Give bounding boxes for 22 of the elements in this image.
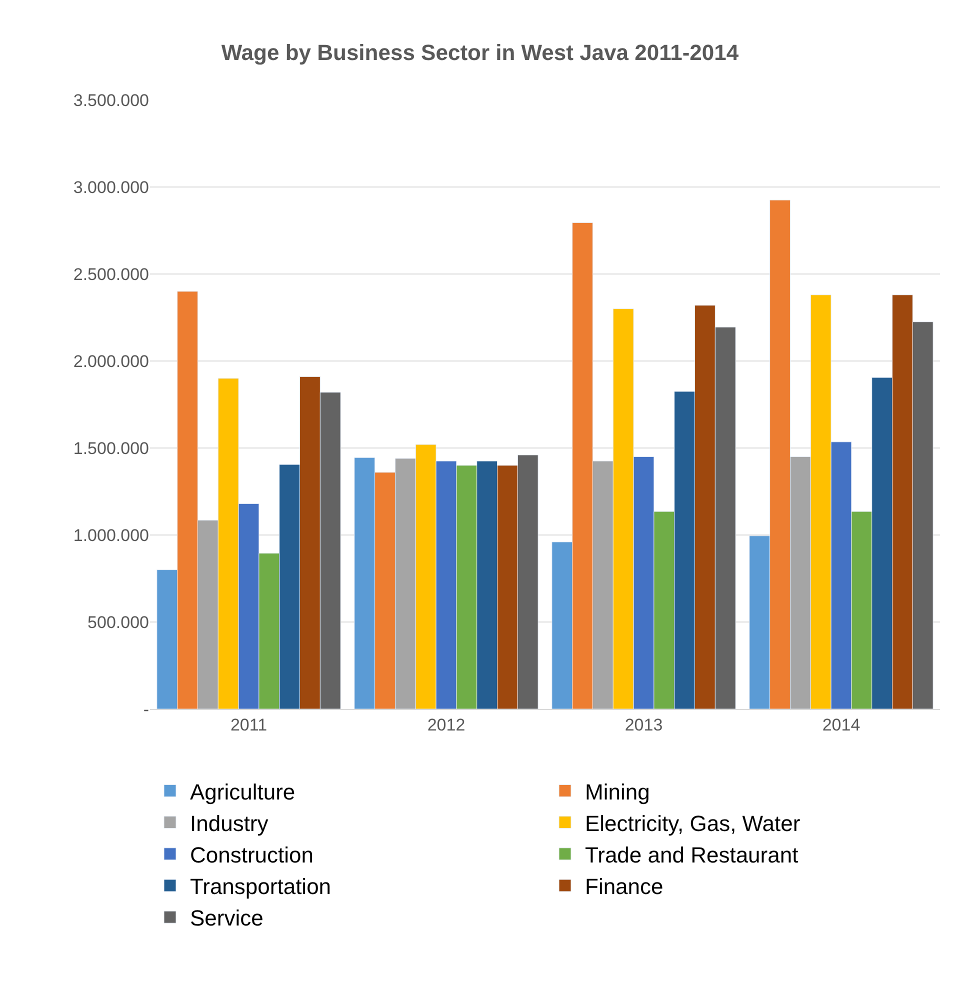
legend-label: Electricity, Gas, Water (585, 810, 800, 836)
y-tick-label: 1.000.000 (73, 526, 149, 545)
x-tick-label: 2012 (427, 715, 466, 734)
legend-label: Trade and Restaurant (585, 842, 798, 868)
legend-label: Agriculture (190, 779, 296, 804)
legend-label: Transportation (190, 874, 332, 900)
y-tick-label: 2.000.000 (73, 352, 149, 371)
x-tick-label: 2014 (822, 715, 860, 734)
y-tick-label: 500.000 (88, 612, 149, 632)
x-tick-label: 2011 (230, 715, 268, 734)
x-tick-label: 2013 (624, 715, 663, 734)
y-tick-label: - (143, 700, 149, 719)
y-tick-label: 3.000.000 (73, 178, 149, 197)
y-tick-label: 1.500.000 (73, 438, 149, 458)
legend-label: Mining (585, 779, 650, 804)
y-tick-label: 3.500.000 (73, 90, 149, 110)
y-tick-label: 2.500.000 (73, 264, 149, 284)
legend-label: Construction (190, 842, 314, 868)
legend-label: Service (190, 906, 264, 931)
legend-label: Industry (190, 810, 268, 836)
legend-label: Finance (585, 874, 664, 900)
chart-title: Wage by Business Sector in West Java 2011-2014 (221, 40, 740, 65)
